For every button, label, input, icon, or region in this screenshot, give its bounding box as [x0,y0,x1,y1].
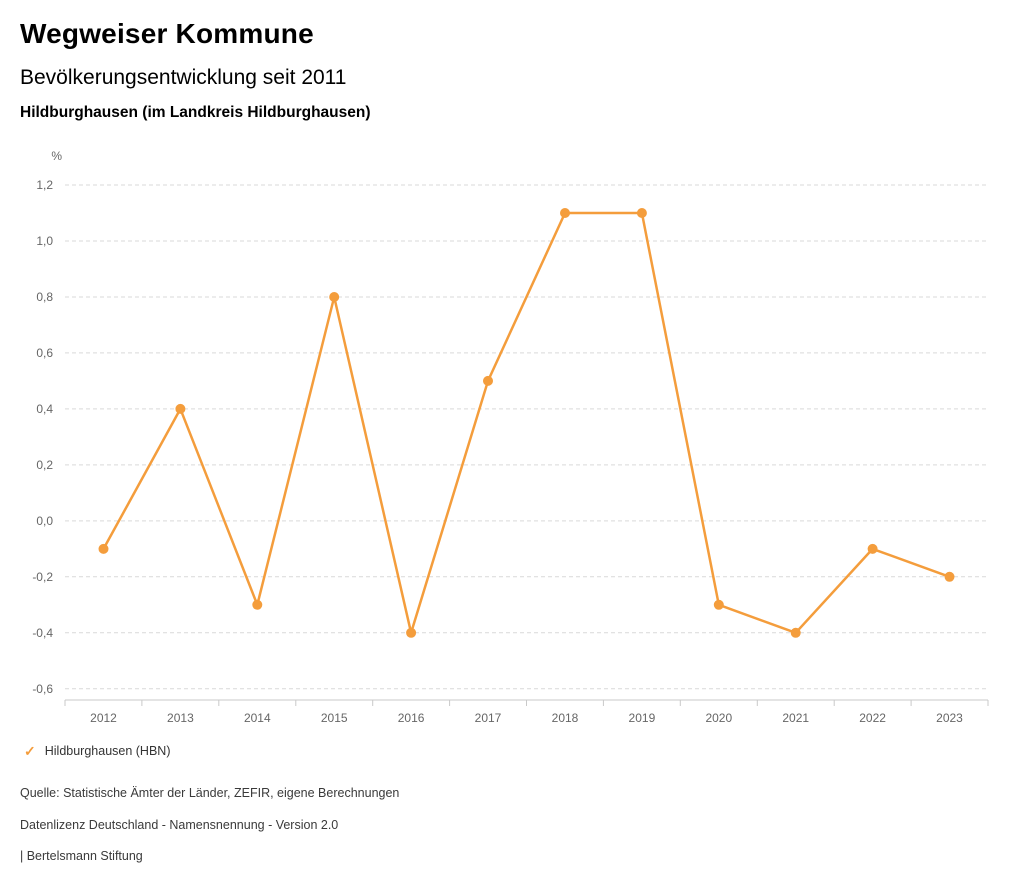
data-point[interactable] [406,627,417,638]
x-tick-label: 2023 [936,711,963,725]
x-tick-label: 2013 [167,711,194,725]
y-tick-label: -0,4 [32,626,53,640]
data-point[interactable] [636,208,647,218]
footer-license: Datenlizenz Deutschland - Namensnennung … [20,818,339,832]
chart-region-subtitle: Hildburghausen (im Landkreis Hildburghau… [20,104,371,121]
legend: ✓ Hildburghausen (HBN) [24,744,171,758]
data-point[interactable] [329,292,340,302]
x-tick-label: 2016 [398,711,425,725]
x-tick-label: 2018 [552,711,579,725]
y-tick-label: 0,2 [36,458,53,472]
data-point[interactable] [867,543,878,554]
data-point[interactable] [252,599,263,610]
page-title: Wegweiser Kommune [20,18,314,49]
x-tick-label: 2022 [859,711,886,725]
data-point[interactable] [175,403,186,414]
data-point[interactable] [483,375,493,386]
y-tick-label: -0,6 [32,682,53,696]
y-tick-label: -0,2 [32,570,53,584]
x-tick-label: 2021 [782,711,809,725]
line-chart: % 1,2 1,0 0,8 0,6 0,4 0,2 0,0 -0,2 -0,4 -0,6 2012 20… [32,149,989,725]
chart-title: Bevölkerungsentwicklung seit 2011 [20,66,347,89]
x-tick-label: 2017 [475,711,502,725]
y-axis-unit-label: % [51,149,62,163]
legend-check-icon[interactable]: ✓ [24,743,36,759]
x-tick-label: 2014 [244,711,271,725]
legend-series-label[interactable]: Hildburghausen (HBN) [44,744,171,758]
x-tick-label: 2012 [90,711,117,725]
y-tick-label: 0,8 [36,290,53,304]
data-point[interactable] [560,208,570,218]
data-point[interactable] [713,599,724,610]
y-tick-label: 1,2 [36,178,53,192]
data-point[interactable] [944,571,955,582]
x-tick-label: 2015 [321,711,348,725]
y-tick-label: 1,0 [36,234,53,248]
y-tick-label: 0,0 [36,514,53,528]
footer-source: Quelle: Statistische Ämter der Länder, Z… [20,786,400,800]
data-point[interactable] [790,627,801,638]
y-tick-label: 0,4 [36,402,53,416]
y-tick-label: 0,6 [36,346,53,360]
x-tick-label: 2019 [629,711,656,725]
x-tick-label: 2020 [705,711,732,725]
data-point[interactable] [98,543,109,554]
footer-publisher: | Bertelsmann Stiftung [20,849,143,863]
series-line [102,211,951,635]
